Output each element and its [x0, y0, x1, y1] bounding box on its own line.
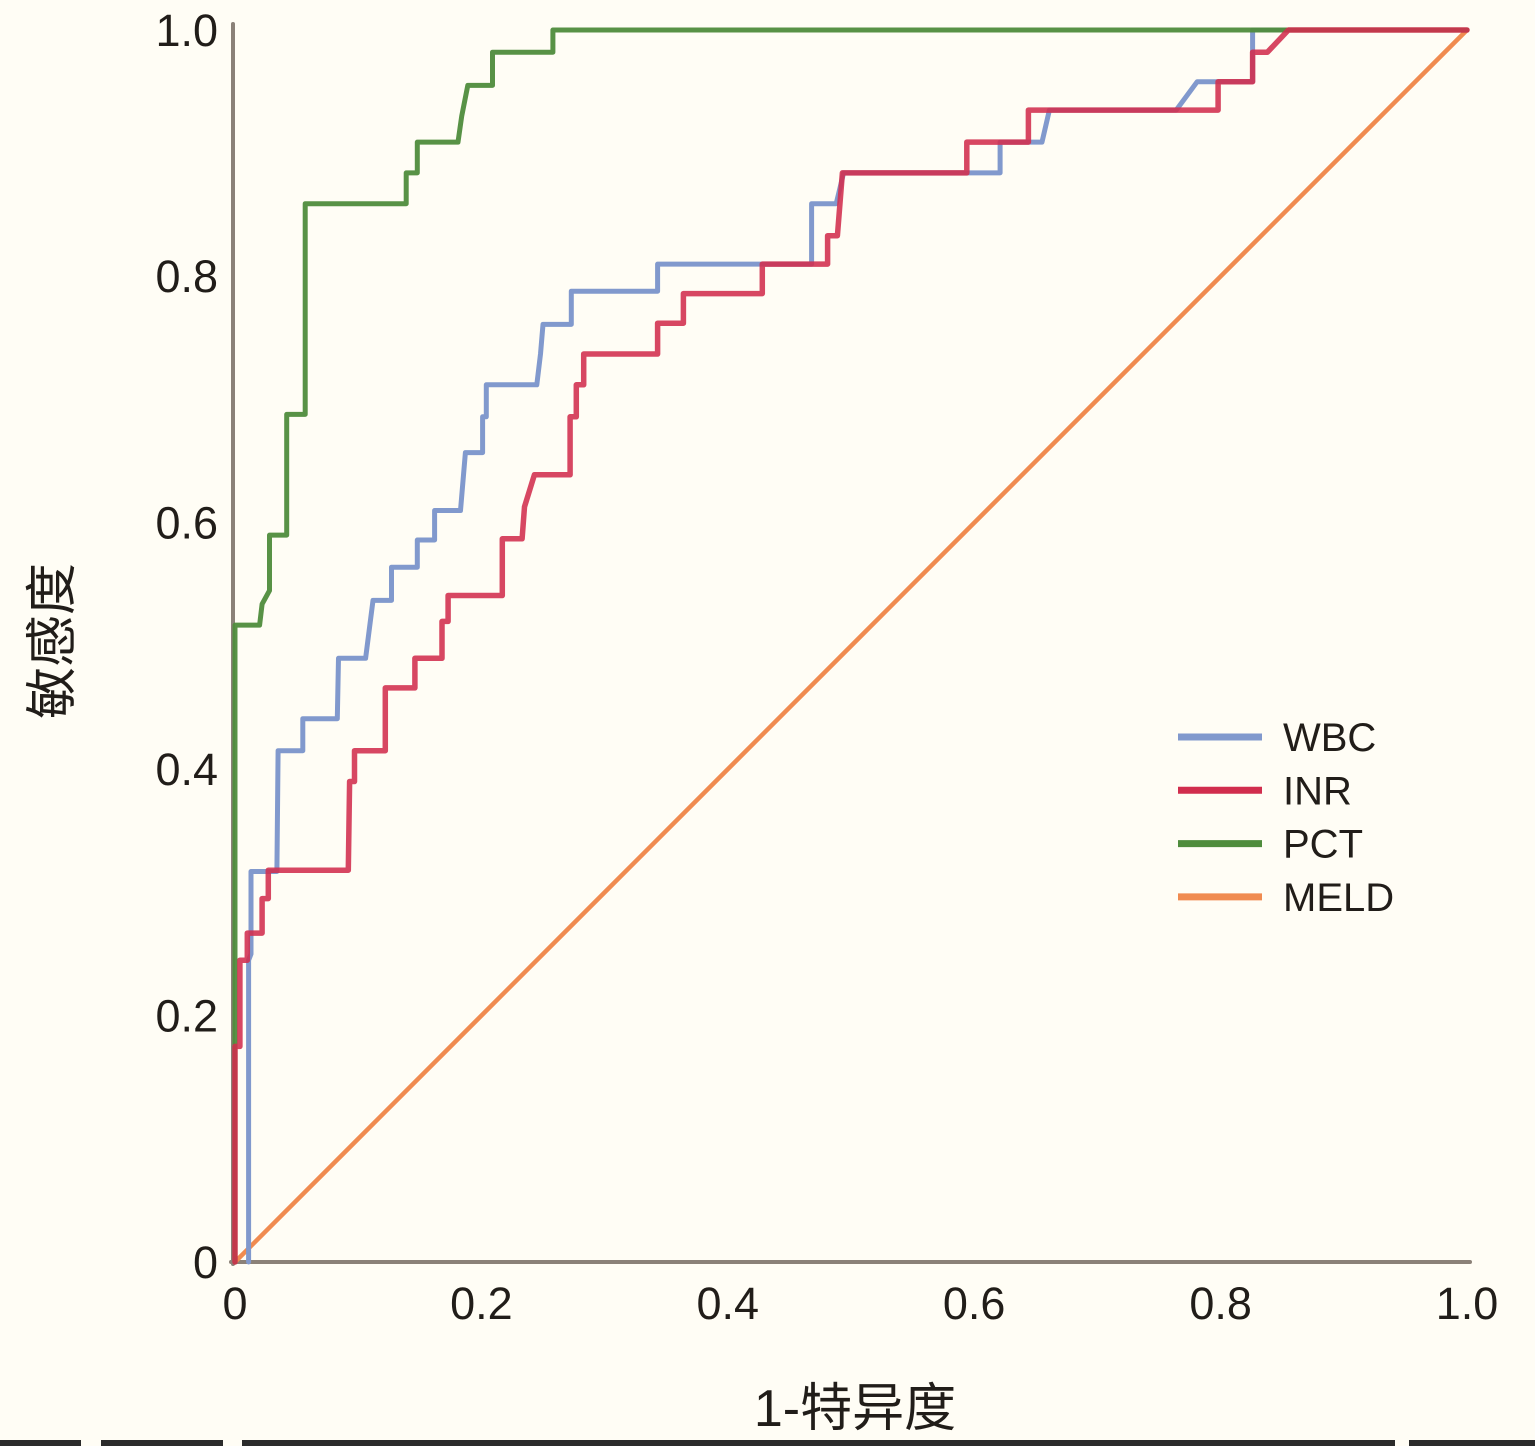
x-tick-label-0.6: 0.6 — [943, 1278, 1006, 1329]
x-tick-label-0.8: 0.8 — [1189, 1278, 1252, 1329]
bottom-artifact-strip — [0, 1439, 1535, 1446]
roc-curve-wbc — [246, 27, 1470, 1265]
x-tick-labels: 0 0.2 0.4 0.6 0.8 1.0 — [222, 1278, 1498, 1329]
roc-curve-pct — [232, 27, 1470, 1265]
y-axis-title: 敏感度 — [24, 563, 82, 719]
x-tick-label-0.4: 0.4 — [697, 1278, 760, 1329]
artifact-strip-gap — [223, 1439, 242, 1446]
legend-label-pct: PCT — [1283, 823, 1363, 867]
y-tick-label-0.4: 0.4 — [155, 744, 218, 795]
legend: WBC INR PCT MELD — [1178, 716, 1394, 920]
y-tick-label-0: 0 — [193, 1237, 218, 1288]
x-tick-label-1.0: 1.0 — [1436, 1278, 1499, 1329]
artifact-strip-gap — [81, 1439, 101, 1446]
roc-curve-inr — [232, 27, 1470, 1265]
y-tick-label-0.6: 0.6 — [155, 498, 218, 549]
y-tick-label-1.0: 1.0 — [155, 5, 218, 56]
y-tick-label-0.8: 0.8 — [155, 251, 218, 302]
x-tick-label-0.2: 0.2 — [450, 1278, 513, 1329]
legend-label-meld: MELD — [1283, 876, 1394, 920]
legend-label-inr: INR — [1283, 769, 1352, 813]
curves-layer — [232, 27, 1470, 1265]
y-tick-labels: 0 0.2 0.4 0.6 0.8 1.0 — [155, 5, 218, 1288]
artifact-strip-gap — [1395, 1439, 1409, 1446]
legend-label-wbc: WBC — [1283, 716, 1376, 760]
y-tick-label-0.2: 0.2 — [155, 990, 218, 1041]
x-tick-label-0: 0 — [222, 1278, 247, 1329]
roc-curve-meld — [232, 27, 1470, 1265]
artifact-strip-bar — [0, 1440, 1535, 1446]
x-axis-title: 1-特异度 — [754, 1380, 956, 1438]
